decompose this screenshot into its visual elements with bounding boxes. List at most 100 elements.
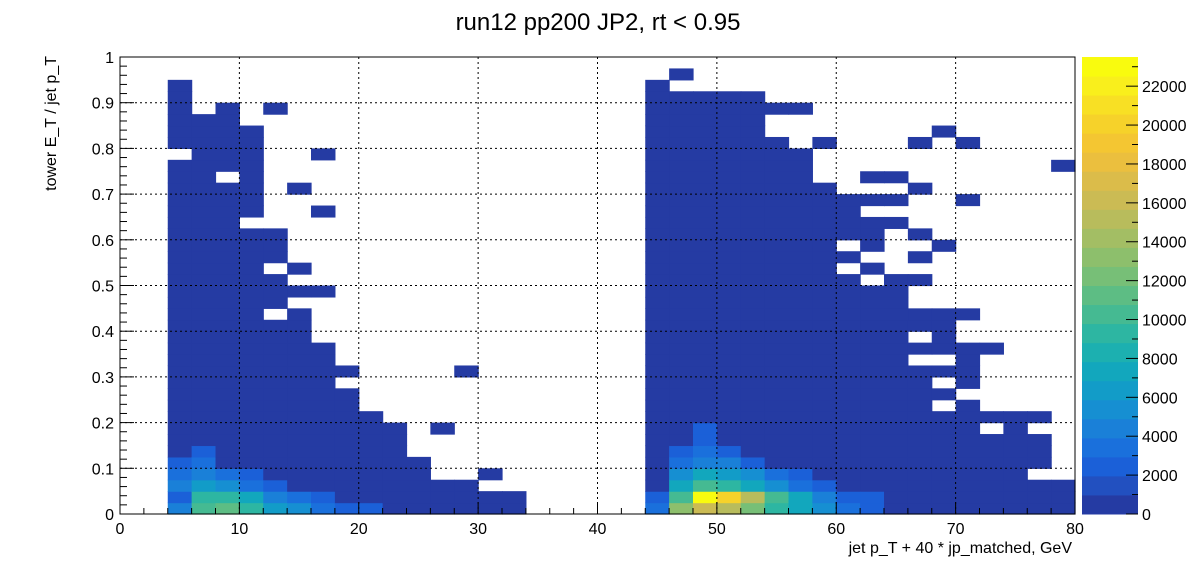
heatmap-cell: [645, 479, 670, 492]
heatmap-cell: [191, 479, 217, 492]
heatmap-cell: [812, 468, 837, 481]
heatmap-cell: [740, 251, 766, 264]
heatmap-cell: [215, 228, 240, 241]
heatmap-cell: [311, 354, 336, 367]
heatmap-cell: [167, 205, 193, 218]
heatmap-cell: [1027, 411, 1052, 424]
heatmap-cell: [334, 491, 360, 504]
heatmap-cell: [931, 422, 957, 435]
heatmap-cell: [645, 354, 670, 367]
heatmap-cell: [191, 262, 217, 275]
heatmap-cell: [693, 376, 718, 389]
heatmap-cell: [645, 205, 670, 218]
heatmap-cell: [215, 319, 240, 332]
heatmap-cell: [979, 445, 1004, 458]
heatmap-cell: [669, 239, 694, 252]
heatmap-cell: [860, 376, 885, 389]
heatmap-cell: [645, 114, 670, 127]
x-tick-label: 50: [708, 521, 726, 538]
heatmap-cell: [788, 342, 813, 355]
heatmap-cell: [764, 251, 790, 264]
heatmap-cell: [191, 148, 217, 161]
heatmap-cell: [311, 479, 336, 492]
heatmap-cell: [812, 331, 837, 344]
heatmap-cell: [645, 171, 670, 184]
heatmap-cell: [764, 296, 790, 309]
colorbar-swatch: [1082, 76, 1138, 96]
heatmap-cell: [764, 502, 790, 515]
heatmap-cell: [907, 434, 933, 447]
heatmap-cell: [1003, 422, 1028, 435]
heatmap-cell: [716, 171, 742, 184]
heatmap-cell: [239, 342, 264, 355]
heatmap-cell: [860, 434, 885, 447]
heatmap-cell: [669, 171, 694, 184]
heatmap-cell: [645, 296, 670, 309]
heatmap-cell: [693, 479, 718, 492]
heatmap-cell: [669, 285, 694, 298]
heatmap-cell: [287, 342, 312, 355]
heatmap-cell: [693, 216, 718, 229]
heatmap-cell: [645, 422, 670, 435]
heatmap-cell: [836, 479, 861, 492]
heatmap-cell: [764, 331, 790, 344]
heatmap-cell: [669, 456, 694, 469]
heatmap-cell: [740, 148, 766, 161]
heatmap-cell: [764, 411, 790, 424]
heatmap-cell: [740, 102, 766, 115]
heatmap-cell: [215, 434, 240, 447]
heatmap-cell: [716, 308, 742, 321]
heatmap-cell: [239, 411, 264, 424]
heatmap-cell: [693, 468, 718, 481]
heatmap-cell: [239, 171, 264, 184]
heatmap-cell: [860, 296, 885, 309]
colorbar-swatch: [1082, 152, 1138, 172]
heatmap-cell: [167, 194, 193, 207]
heatmap-cell: [860, 239, 885, 252]
heatmap-cell: [979, 342, 1004, 355]
heatmap-cell: [167, 228, 193, 241]
heatmap-cell: [191, 502, 217, 515]
colorbar-swatch: [1082, 494, 1138, 515]
heatmap-cell: [812, 285, 837, 298]
heatmap-cell: [740, 285, 766, 298]
heatmap-cell: [167, 376, 193, 389]
heatmap-cell: [740, 239, 766, 252]
heatmap-cell: [454, 491, 479, 504]
heatmap-cell: [716, 285, 742, 298]
heatmap-cell: [860, 228, 885, 241]
heatmap-cell: [812, 251, 837, 264]
heatmap-cell: [860, 171, 885, 184]
heatmap-cell: [263, 251, 288, 264]
heatmap-cell: [263, 274, 288, 287]
heatmap-cell: [287, 434, 312, 447]
heatmap-cell: [191, 136, 217, 149]
heatmap-cell: [788, 434, 813, 447]
heatmap-cell: [788, 468, 813, 481]
y-tick-label: 1: [105, 50, 114, 67]
heatmap-cell: [740, 342, 766, 355]
heatmap-cell: [860, 502, 885, 515]
heatmap-cell: [788, 411, 813, 424]
heatmap-cell: [382, 422, 408, 435]
heatmap-cell: [263, 434, 288, 447]
heatmap-cell: [716, 262, 742, 275]
heatmap-cell: [1003, 456, 1028, 469]
heatmap-cell: [334, 399, 360, 412]
heatmap-cell: [645, 388, 670, 401]
heatmap-cell: [740, 296, 766, 309]
heatmap-cell: [693, 228, 718, 241]
heatmap-cell: [263, 228, 288, 241]
colorbar-swatch: [1082, 247, 1138, 267]
heatmap-cell: [669, 376, 694, 389]
heatmap-cell: [669, 422, 694, 435]
heatmap-cell: [788, 456, 813, 469]
heatmap-cell: [788, 354, 813, 367]
heatmap-cell: [907, 422, 933, 435]
heatmap-cell: [239, 194, 264, 207]
heatmap-cell: [191, 376, 217, 389]
heatmap-cell: [1003, 411, 1028, 424]
heatmap-cell: [884, 456, 909, 469]
y-tick-label: 0.8: [92, 141, 114, 158]
heatmap-cell: [788, 296, 813, 309]
